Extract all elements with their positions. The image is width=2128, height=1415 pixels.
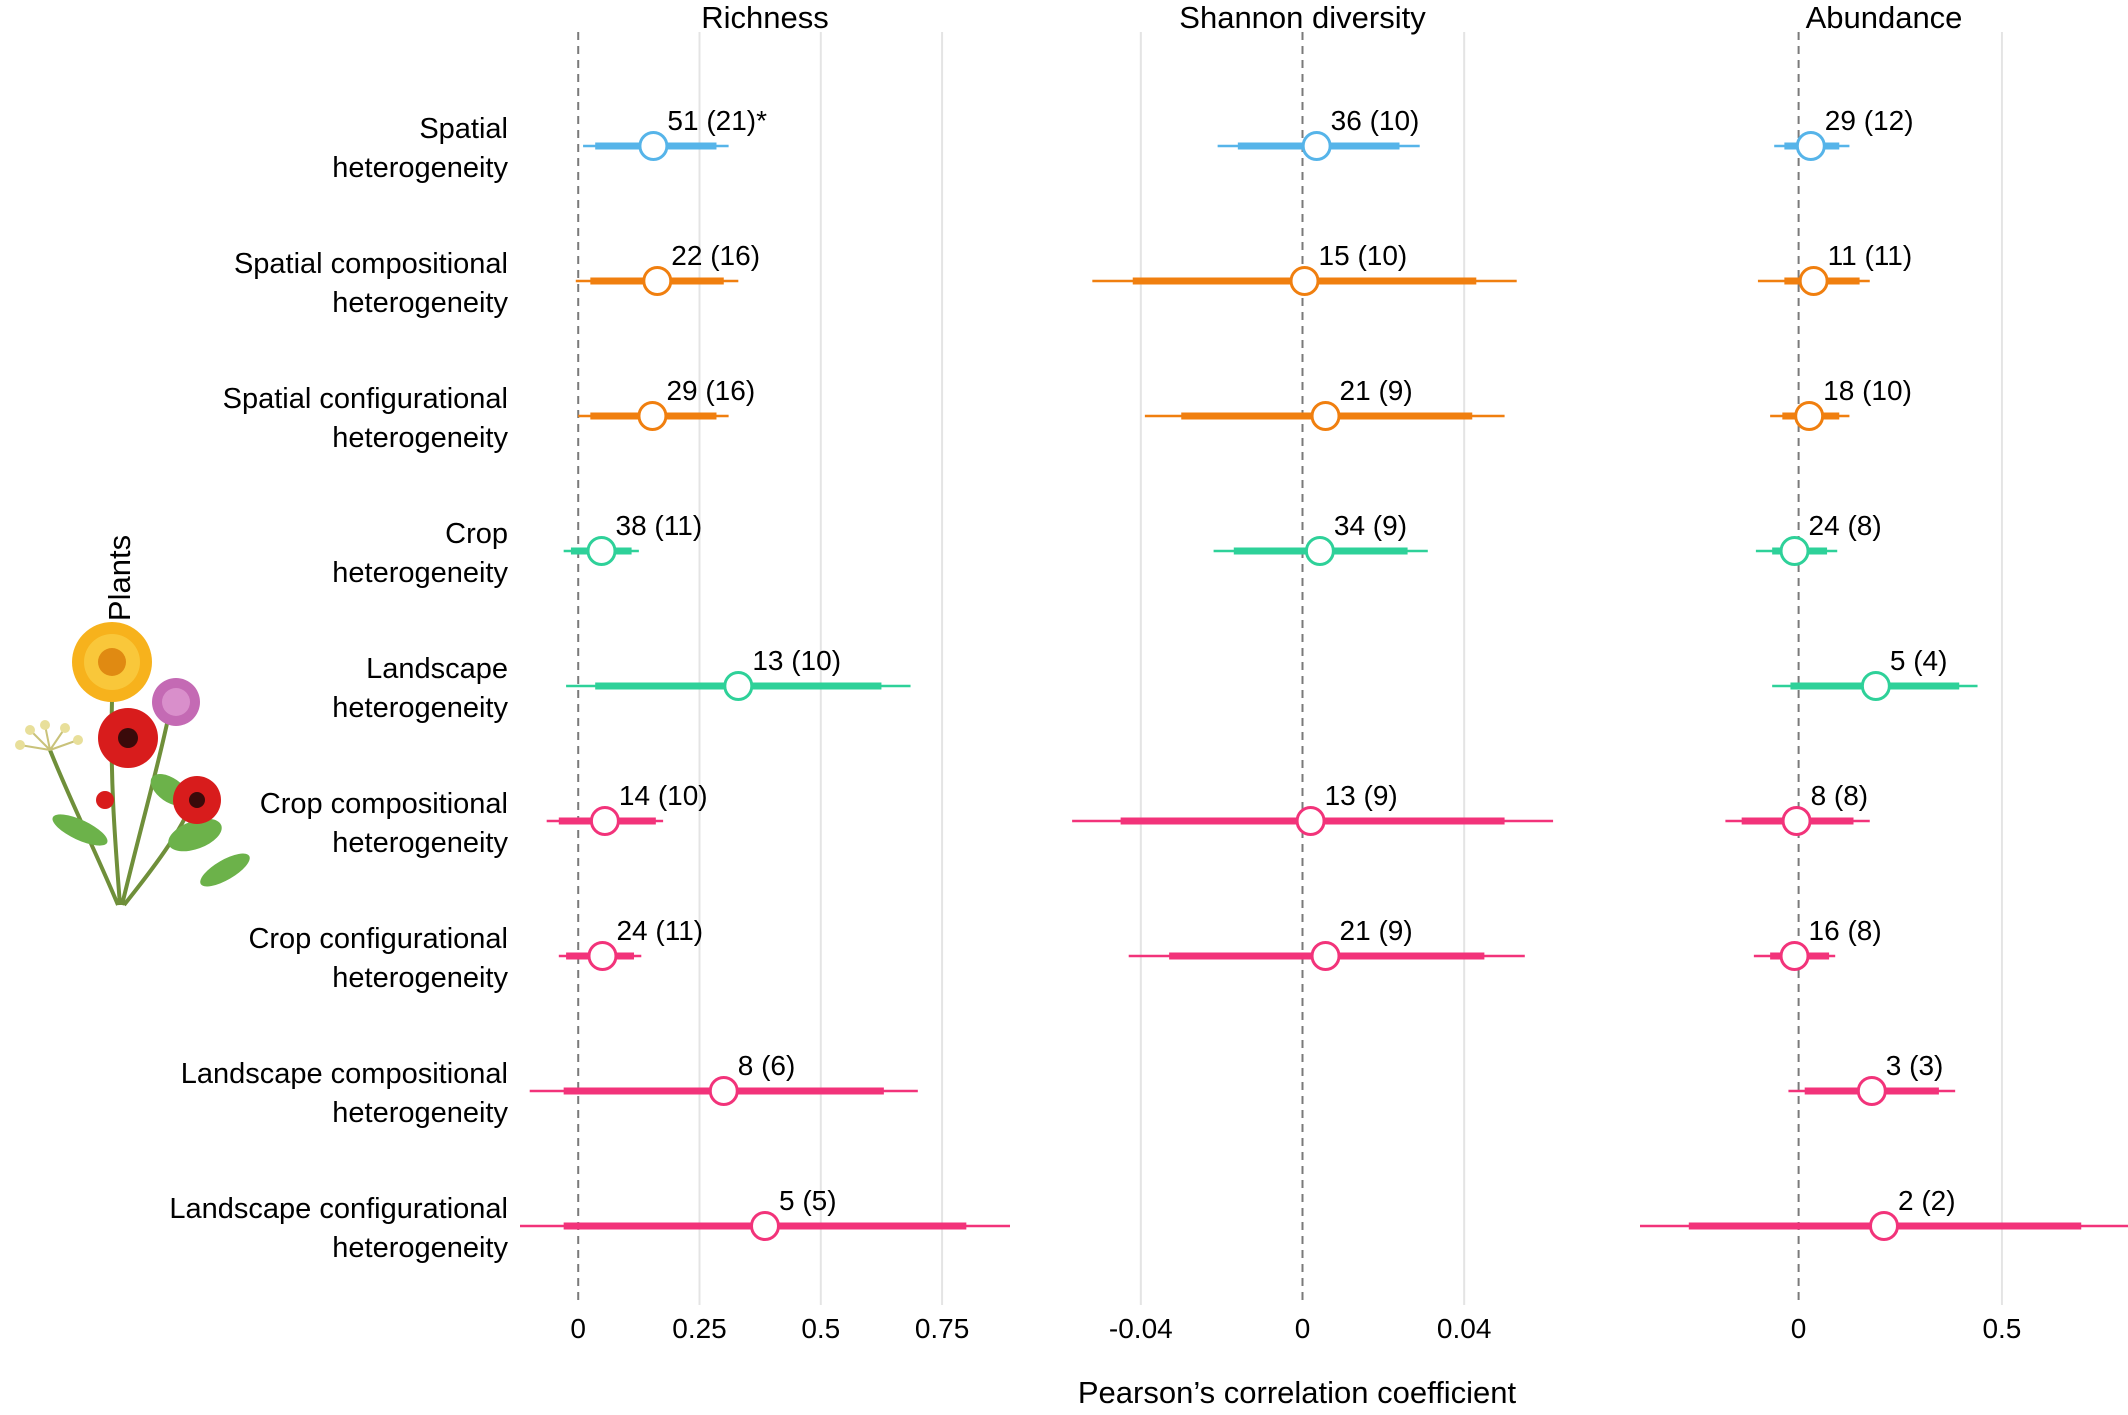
predictor-label-line: Landscape: [366, 653, 508, 685]
data-label: 14 (10): [619, 780, 708, 811]
data-label: 5 (4): [1890, 645, 1948, 676]
data-label: 13 (10): [752, 645, 841, 676]
predictor-label-line: heterogeneity: [332, 287, 508, 319]
tick-label: 0.04: [1437, 1313, 1492, 1344]
panel-title: Richness: [701, 0, 829, 35]
predictor-label: Landscape heterogeneity: [332, 653, 508, 724]
tick-label: 0.5: [801, 1313, 840, 1344]
data-label: 29 (12): [1825, 105, 1914, 136]
estimate-point: [750, 1211, 780, 1241]
tick-label: 0: [1791, 1313, 1807, 1344]
estimate-point: [637, 401, 668, 431]
data-label: 36 (10): [1331, 105, 1420, 136]
data-label: 2 (2): [1898, 1185, 1956, 1216]
data-label: 38 (11): [616, 510, 703, 541]
estimate-point: [1860, 671, 1891, 701]
tick-label: 0.75: [915, 1313, 970, 1344]
plants-illustration: [15, 622, 250, 907]
predictor-label-line: Landscape configurational: [169, 1193, 508, 1225]
data-label: 21 (9): [1340, 375, 1413, 406]
y-axis-label: Plants: [102, 535, 137, 621]
predictor-label: Landscape compositional heterogeneity: [181, 1058, 509, 1129]
estimate-point: [1301, 131, 1332, 161]
data-label: 21 (9): [1340, 915, 1413, 946]
predictor-label: Spatial compositional heterogeneity: [234, 248, 509, 319]
data-label: 51 (21)*: [667, 105, 767, 136]
predictor-label-line: Crop: [445, 518, 508, 550]
data-label: 22 (16): [671, 240, 760, 271]
estimate-point: [1310, 941, 1341, 971]
data-label: 15 (10): [1319, 240, 1408, 271]
estimate-point: [1798, 266, 1829, 296]
data-label: 13 (9): [1325, 780, 1398, 811]
data-label: 5 (5): [779, 1185, 837, 1216]
estimate-point: [1794, 401, 1825, 431]
predictor-label-line: Crop compositional: [260, 788, 508, 820]
predictor-label-line: heterogeneity: [332, 692, 508, 724]
tick-label: 0.25: [672, 1313, 727, 1344]
panel-title: Abundance: [1806, 0, 1963, 35]
x-axis-label: Pearson’s correlation coefficient: [1078, 1375, 1517, 1410]
estimate-point: [587, 941, 618, 971]
predictor-label-line: heterogeneity: [332, 1097, 508, 1129]
estimate-point: [1856, 1076, 1887, 1106]
predictor-label: Landscape configurational heterogeneity: [169, 1193, 508, 1264]
predictor-label-line: heterogeneity: [332, 827, 508, 859]
estimate-point: [589, 806, 620, 836]
predictor-label-line: Spatial configurational: [223, 383, 508, 415]
estimate-point: [723, 671, 754, 701]
predictor-label-line: Spatial: [419, 113, 508, 145]
predictor-label-line: heterogeneity: [332, 557, 508, 589]
data-label: 29 (16): [666, 375, 755, 406]
data-label: 18 (10): [1823, 375, 1912, 406]
estimate-point: [1295, 806, 1326, 836]
predictor-label-line: heterogeneity: [332, 962, 508, 994]
predictor-label: Spatial configurational heterogeneity: [223, 383, 509, 454]
tick-label: 0: [1295, 1313, 1311, 1344]
estimate-point: [1779, 941, 1810, 971]
predictor-label-line: heterogeneity: [332, 1232, 508, 1264]
data-label: 24 (11): [616, 915, 703, 946]
estimate-point: [1779, 536, 1810, 566]
estimate-point: [1869, 1211, 1899, 1241]
data-label: 11 (11): [1828, 240, 1913, 271]
data-label: 3 (3): [1886, 1050, 1944, 1081]
estimate-point: [1781, 806, 1812, 836]
predictor-label-line: heterogeneity: [332, 152, 508, 184]
predictor-label-line: Spatial compositional: [234, 248, 508, 280]
estimate-point: [1795, 131, 1826, 161]
tick-label: 0.5: [1982, 1313, 2021, 1344]
estimate-point: [642, 266, 673, 296]
data-label: 24 (8): [1809, 510, 1882, 541]
data-label: 8 (6): [738, 1050, 796, 1081]
predictor-label: Crop heterogeneity: [332, 518, 508, 589]
predictor-label-line: Crop configurational: [248, 923, 508, 955]
data-label: 8 (8): [1811, 780, 1869, 811]
predictor-label: Crop configurational heterogeneity: [248, 923, 508, 994]
estimate-point: [1289, 266, 1320, 296]
tick-label: 0: [570, 1313, 586, 1344]
estimate-point: [586, 536, 617, 566]
estimate-point: [638, 131, 669, 161]
predictor-label: Spatial heterogeneity: [332, 113, 508, 184]
estimate-point: [1304, 536, 1335, 566]
predictor-label-line: Landscape compositional: [181, 1058, 508, 1090]
data-label: 16 (8): [1809, 915, 1882, 946]
estimate-point: [1310, 401, 1341, 431]
predictor-label-line: heterogeneity: [332, 422, 508, 454]
predictor-label: Crop compositional heterogeneity: [260, 788, 509, 859]
data-label: 34 (9): [1334, 510, 1407, 541]
tick-label: -0.04: [1109, 1313, 1173, 1344]
panel-title: Shannon diversity: [1179, 0, 1426, 35]
estimate-point: [708, 1076, 739, 1106]
